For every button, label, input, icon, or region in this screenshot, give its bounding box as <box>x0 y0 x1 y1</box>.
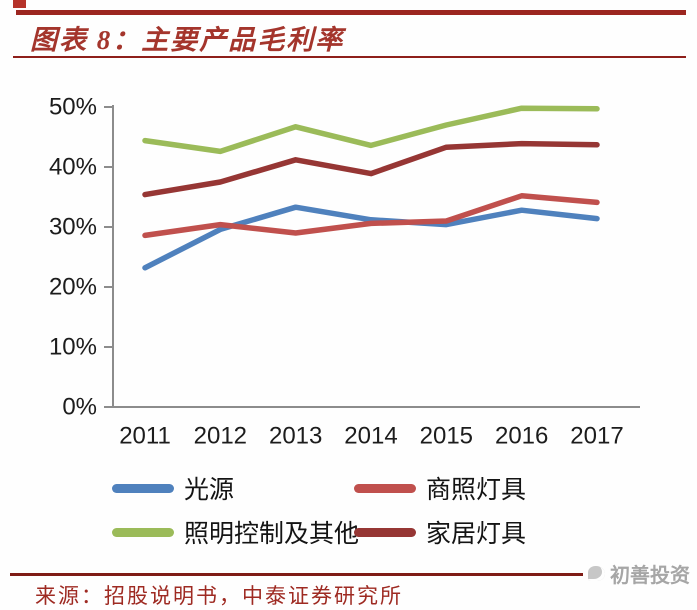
figure-title: 图表 8：主要产品毛利率 <box>30 25 345 55</box>
watermark-text: 初善投资 <box>610 565 690 587</box>
y-tick-label: 10% <box>49 334 97 361</box>
x-tick-label: 2014 <box>344 423 397 450</box>
legend-item: 家居灯具 <box>354 516 526 548</box>
chart-svg: 0% 10% 20% 30% 40% 50% 2011 2012 2013 2014 2015 201… <box>49 94 640 450</box>
series-line-0 <box>142 204 600 271</box>
legend-item: 照明控制及其他 <box>112 516 359 548</box>
x-tick-label: 2015 <box>420 423 473 450</box>
top-rule <box>16 10 686 15</box>
y-tick-label: 50% <box>49 94 97 121</box>
series-line-3 <box>142 140 600 198</box>
x-tick-label: 2017 <box>570 423 623 450</box>
watermark: 初善投资 <box>583 557 695 590</box>
y-tick-label: 20% <box>49 274 97 301</box>
x-tick-label: 2011 <box>119 423 171 450</box>
legend-swatch <box>112 527 174 537</box>
series-line-2 <box>142 105 600 155</box>
y-tick-label: 0% <box>62 394 97 421</box>
legend-swatch <box>354 527 416 537</box>
title-underline <box>13 56 686 58</box>
legend-label: 商照灯具 <box>426 477 527 504</box>
legend-label: 光源 <box>184 477 235 504</box>
accent-square <box>13 0 26 8</box>
x-tick-label: 2012 <box>194 423 247 450</box>
legend-item: 商照灯具 <box>354 472 526 504</box>
y-tick-label: 40% <box>49 154 97 181</box>
x-tick-label: 2016 <box>495 423 548 450</box>
legend-item: 光源 <box>112 472 354 504</box>
x-tick-label: 2013 <box>269 423 322 450</box>
legend: 光源 商照灯具照明控制及其他 家居灯具 <box>112 472 526 548</box>
legend-swatch <box>112 483 174 493</box>
series-line-1 <box>142 193 600 239</box>
watermark-logo-icon <box>588 566 605 581</box>
legend-label: 家居灯具 <box>426 521 527 548</box>
source-text: 来源：招股说明书，中泰证券研究所 <box>35 584 403 608</box>
footer-rule <box>10 573 687 576</box>
legend-swatch <box>354 483 416 493</box>
y-tick-label: 30% <box>49 214 97 241</box>
legend-label: 照明控制及其他 <box>184 521 360 548</box>
